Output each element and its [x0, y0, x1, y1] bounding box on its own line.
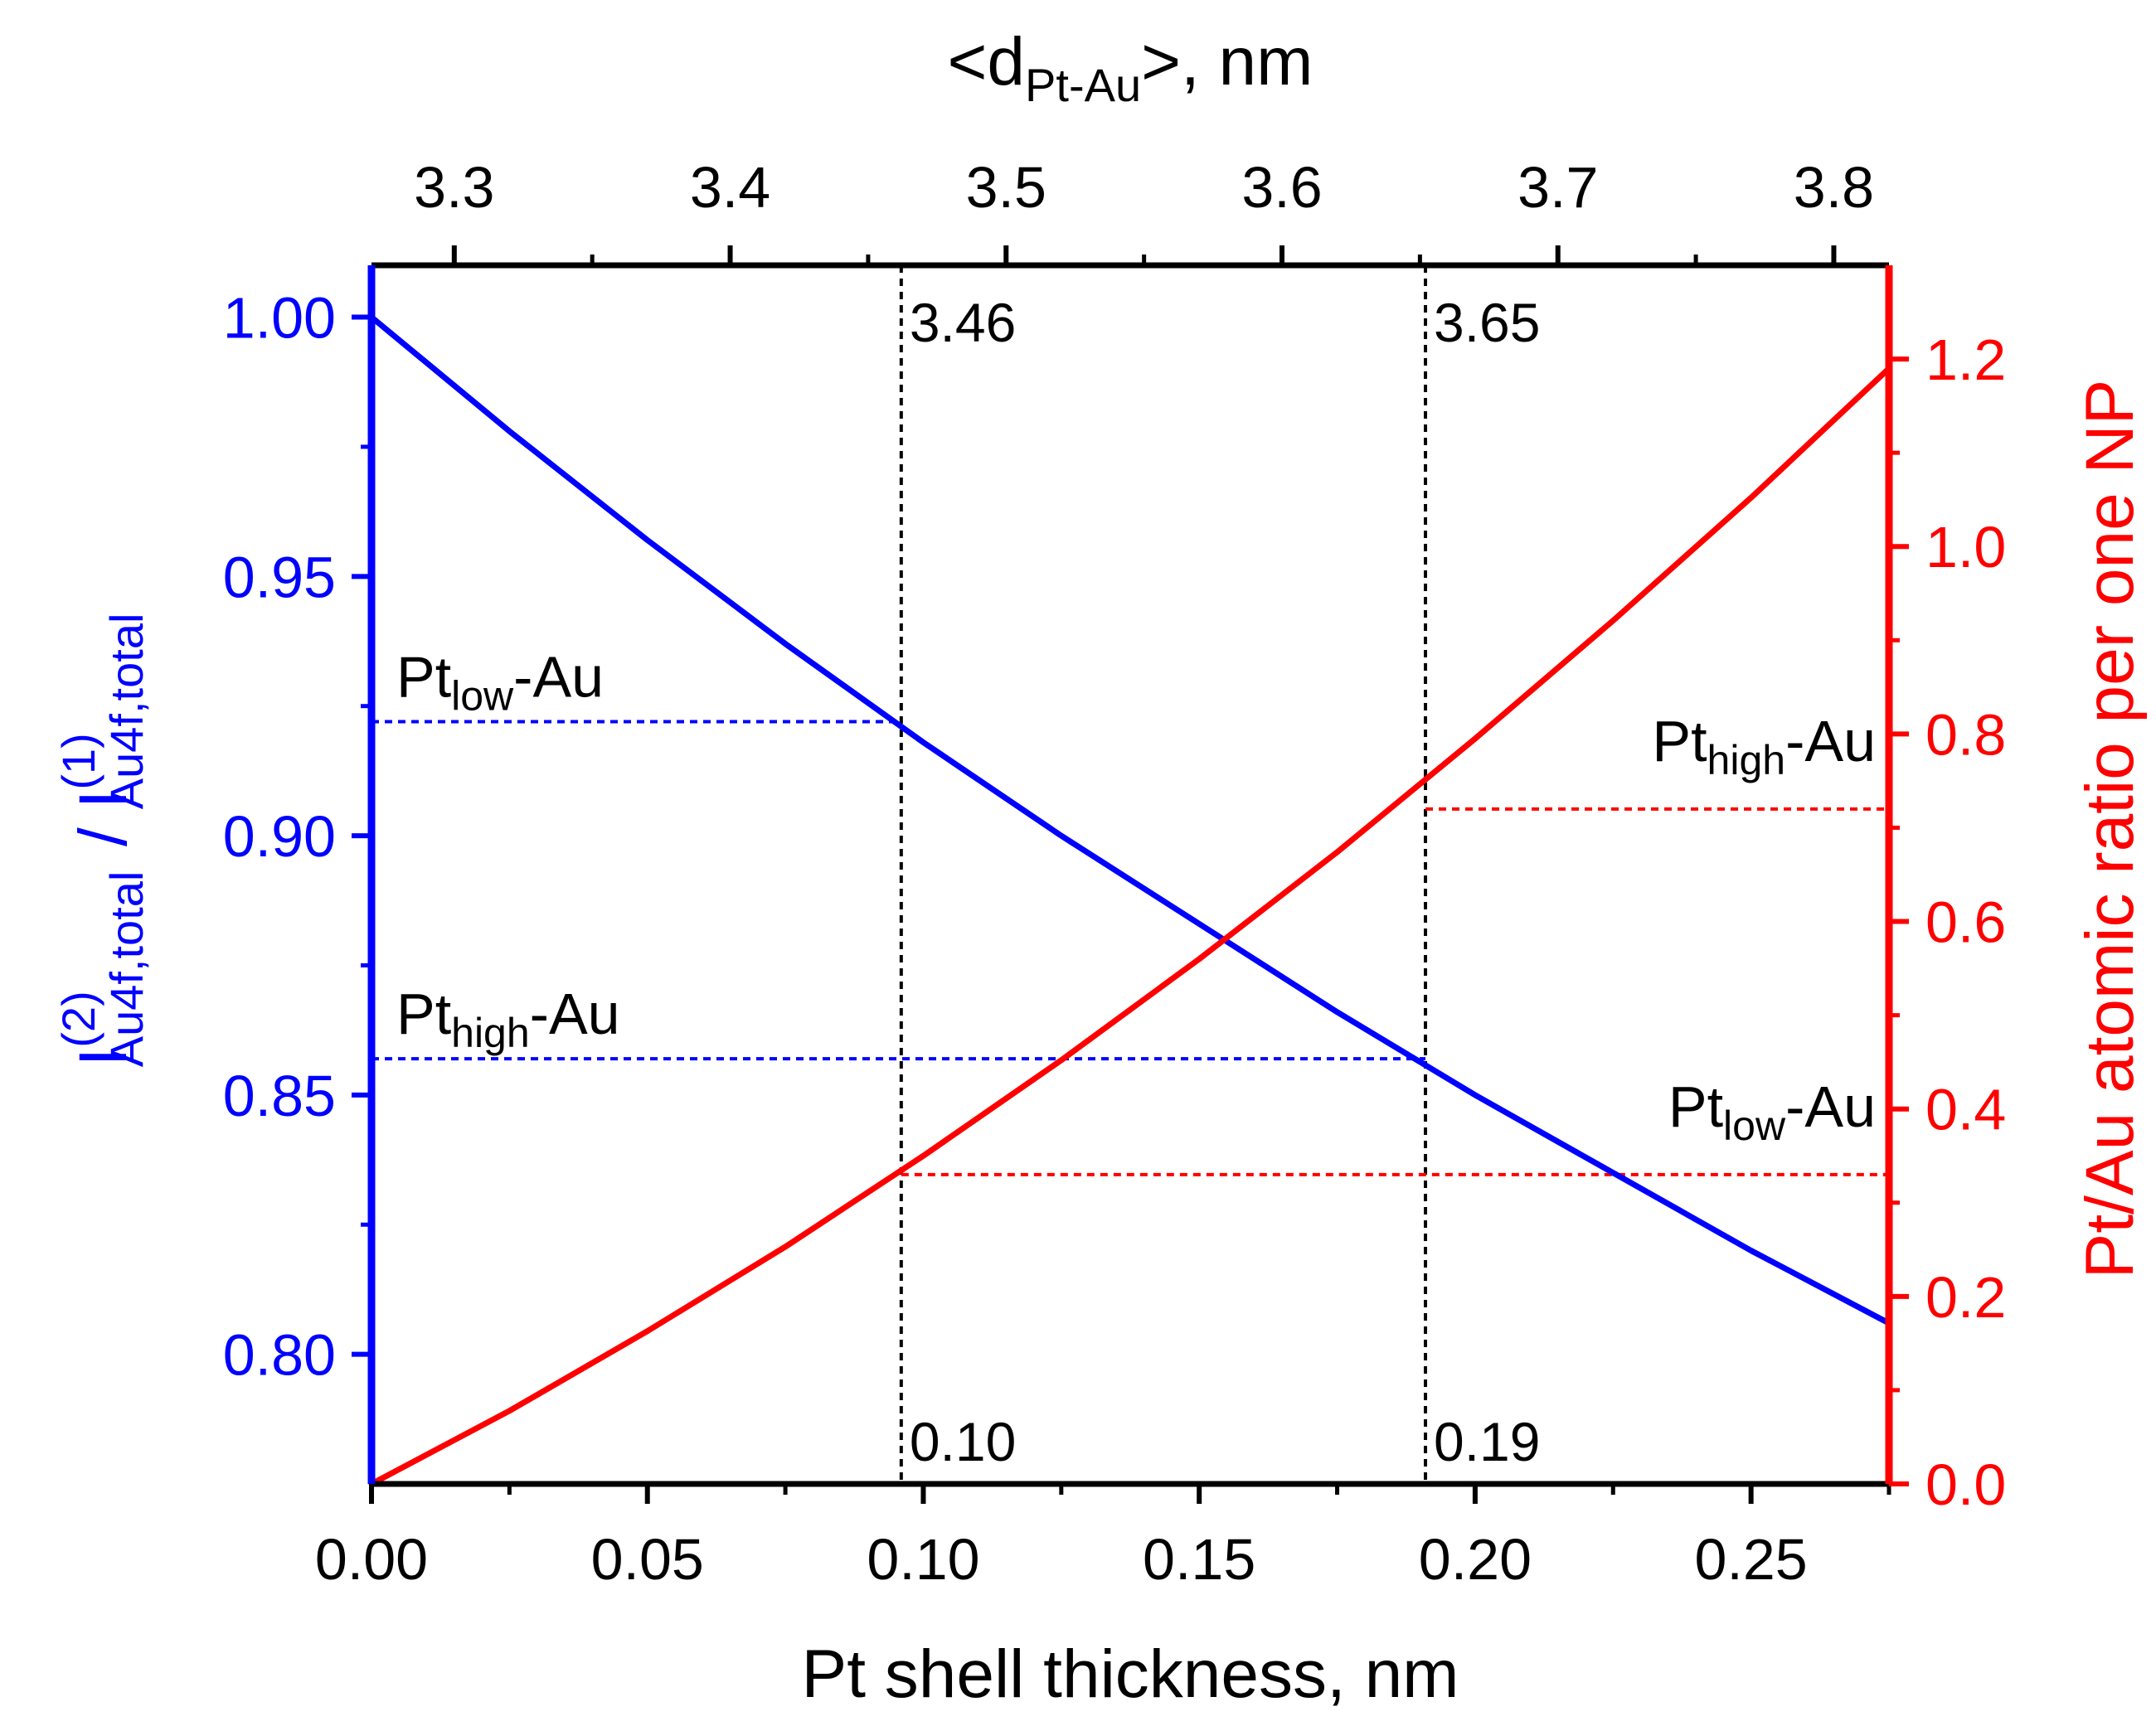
y-right-tick-label-0: 0.0 [1925, 1452, 2006, 1517]
x-top-tick-label-1: 3.4 [690, 155, 770, 220]
x-bottom-tick-label-3: 0.15 [1143, 1527, 1255, 1592]
y-right-tick-label-5: 1.0 [1925, 515, 2006, 579]
guide-label-sub: high [1707, 737, 1786, 783]
x-top-title-main: <d [948, 24, 1026, 99]
left-guide-label-0: Ptlow-Au [396, 644, 604, 719]
x-top-axis-title: <dPt-Au>, nm [948, 24, 1314, 111]
guide-label-main: Pt [396, 644, 451, 709]
x-bottom-tick-label-5: 0.25 [1695, 1527, 1808, 1592]
x-bottom-tick-label-2: 0.10 [867, 1527, 979, 1592]
guide-label-main: Pt [396, 982, 451, 1046]
y-right-tick-label-4: 0.8 [1925, 702, 2006, 767]
x-top-tick-label-4: 3.7 [1517, 155, 1598, 220]
y-left-title-sup-2: (1) [52, 733, 104, 789]
y-right-tick-label-3: 0.6 [1925, 890, 2006, 955]
y-left-tick-label-0: 0.80 [223, 1323, 336, 1388]
vertical-guide-bottom-label-0: 0.10 [910, 1411, 1016, 1472]
labels-layer: 3.460.103.650.19Ptlow-AuPthigh-AuPthigh-… [52, 24, 2148, 1712]
y-left-tick-label-2: 0.90 [223, 804, 336, 869]
x-top-tick-label-2: 3.5 [966, 155, 1046, 220]
y-left-axis-title: I(2)Au4f,total / I(1)Au4f,total [52, 608, 153, 1068]
y-left-tick-label-4: 1.00 [223, 286, 336, 351]
y-left-tick-label-1: 0.85 [223, 1064, 336, 1128]
y-left-title-reset-0 [66, 865, 141, 871]
x-top-tick-label-5: 3.8 [1794, 155, 1874, 220]
x-bottom-tick-label-1: 0.05 [591, 1527, 704, 1592]
x-bottom-tick-label-0: 0.00 [315, 1527, 428, 1592]
y-right-tick-label-2: 0.4 [1925, 1078, 2006, 1142]
y-right-axis-title: Pt/Au atomic ratio per one NP [2072, 380, 2148, 1279]
x-bottom-tick-label-4: 0.20 [1419, 1527, 1532, 1592]
vertical-guide-top-label-0: 3.46 [910, 292, 1016, 353]
y-left-title-sup-0: (2) [52, 991, 104, 1047]
guide-label-tail: -Au [530, 982, 620, 1046]
guide-label-sub: high [451, 1010, 530, 1056]
series-line-1 [368, 365, 1892, 1487]
x-top-title-sub: Pt-Au [1025, 59, 1141, 111]
series-layer [368, 314, 1892, 1487]
vertical-guide-top-label-1: 3.65 [1434, 292, 1540, 353]
guide-lines-layer [371, 265, 1889, 1484]
y-left-title-reset-2 [66, 608, 141, 613]
vertical-guide-bottom-label-1: 0.19 [1434, 1411, 1540, 1472]
y-left-tick-label-3: 0.95 [223, 545, 336, 609]
right-guide-label-0: Pthigh-Au [1652, 709, 1876, 783]
y-left-title-base-2: I [66, 790, 141, 809]
guide-label-sub: low [1723, 1103, 1786, 1149]
series-line-0 [368, 314, 1892, 1326]
y-left-title-sep: / [66, 808, 141, 865]
x-top-tick-label-3: 3.6 [1241, 155, 1322, 220]
y-left-title-base-0: I [66, 1048, 141, 1067]
y-right-tick-label-1: 0.2 [1925, 1265, 2006, 1330]
guide-label-sub: low [451, 672, 514, 719]
guide-label-tail: -Au [1785, 1074, 1876, 1139]
y-left-title-sub-2: Au4f,total [100, 613, 153, 810]
left-guide-label-1: Pthigh-Au [396, 982, 620, 1056]
guide-label-main: Pt [1652, 709, 1707, 773]
x-top-title-tail: >, nm [1141, 24, 1313, 99]
right-guide-label-1: Ptlow-Au [1668, 1074, 1876, 1149]
x-bottom-axis-title: Pt shell thickness, nm [802, 1636, 1459, 1712]
guide-label-tail: -Au [1785, 709, 1876, 773]
x-top-tick-label-0: 3.3 [414, 155, 494, 220]
y-left-title-sub-0: Au4f,total [100, 871, 153, 1068]
axes-layer [352, 245, 1909, 1504]
guide-label-main: Pt [1668, 1074, 1723, 1139]
guide-label-tail: -Au [513, 644, 604, 709]
y-right-tick-label-6: 1.2 [1925, 327, 2006, 392]
